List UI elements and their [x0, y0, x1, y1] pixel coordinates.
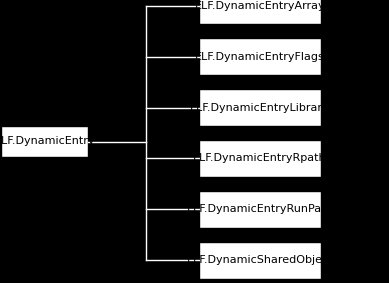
Text: ELF.DynamicEntryLibrary: ELF.DynamicEntryLibrary [190, 102, 329, 113]
Text: ELF.DynamicEntry: ELF.DynamicEntry [0, 136, 95, 147]
FancyBboxPatch shape [199, 191, 321, 228]
FancyBboxPatch shape [199, 38, 321, 75]
FancyBboxPatch shape [199, 89, 321, 126]
Text: ELF.DynamicEntryArray: ELF.DynamicEntryArray [194, 1, 325, 11]
Text: ELF.DynamicEntryRpath: ELF.DynamicEntryRpath [193, 153, 327, 164]
FancyBboxPatch shape [1, 126, 88, 157]
Text: ELF.DynamicSharedObject: ELF.DynamicSharedObject [187, 255, 333, 265]
FancyBboxPatch shape [199, 0, 321, 24]
Text: ELF.DynamicEntryRunPath: ELF.DynamicEntryRunPath [187, 204, 333, 215]
FancyBboxPatch shape [199, 140, 321, 177]
Text: ELF.DynamicEntryFlags: ELF.DynamicEntryFlags [195, 52, 325, 62]
FancyBboxPatch shape [199, 242, 321, 279]
